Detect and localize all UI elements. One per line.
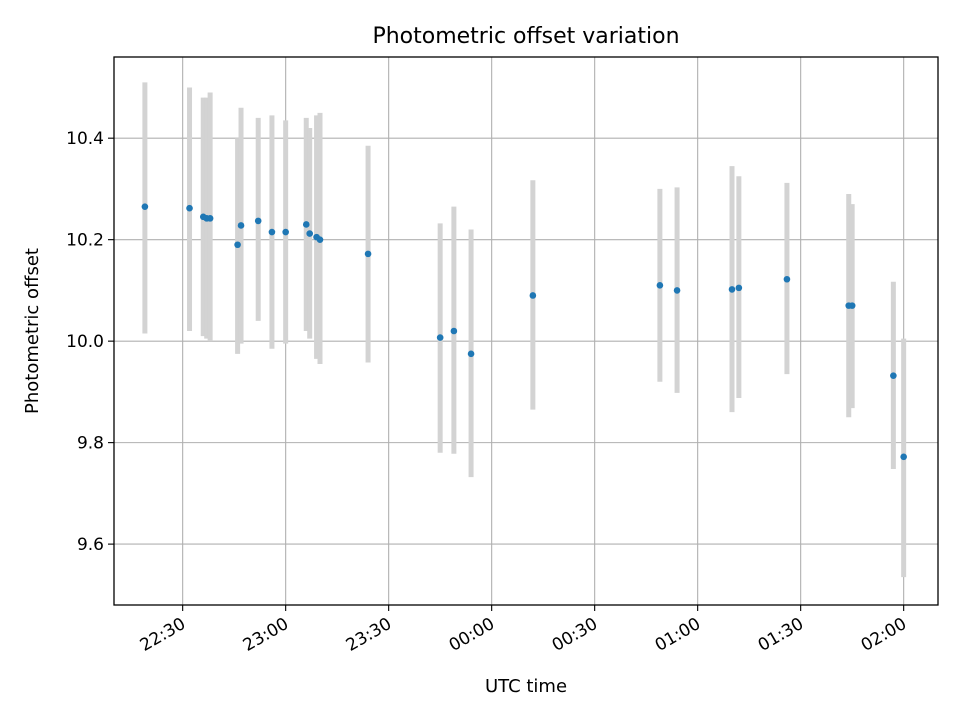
data-point (186, 204, 193, 212)
plot-frame (113, 56, 939, 606)
data-point (783, 275, 791, 283)
y-axis-ticks: 9.6 9.8 10.0 10.2 10.4 (66, 129, 114, 555)
data-point (900, 453, 907, 461)
data-point (316, 236, 324, 243)
data-point (364, 250, 372, 258)
data-point (237, 222, 245, 229)
data-point (467, 350, 475, 358)
data-points (141, 203, 907, 461)
y-tick-label: 10.2 (66, 231, 104, 251)
chart-title: Photometric offset variation (372, 24, 679, 49)
data-point (234, 241, 241, 249)
data-point (268, 228, 276, 236)
data-point (890, 372, 897, 379)
data-point (141, 203, 149, 210)
data-point (282, 228, 289, 236)
data-point (302, 221, 310, 228)
data-point (206, 215, 214, 222)
y-tick-label: 10.4 (66, 129, 104, 149)
data-point (306, 230, 314, 237)
y-tick-label: 10.0 (66, 332, 104, 352)
data-point (450, 327, 458, 335)
data-point (656, 282, 664, 289)
data-point (673, 287, 681, 294)
data-point (436, 334, 444, 341)
data-point (529, 292, 537, 299)
y-tick-label: 9.8 (77, 434, 104, 454)
x-axis-label: UTC time (485, 676, 567, 697)
y-axis-label: Photometric offset (22, 248, 43, 414)
y-tick-label: 9.6 (77, 535, 104, 555)
data-point (848, 302, 856, 309)
data-point (728, 286, 736, 293)
data-point (735, 284, 743, 292)
data-point (254, 217, 262, 225)
